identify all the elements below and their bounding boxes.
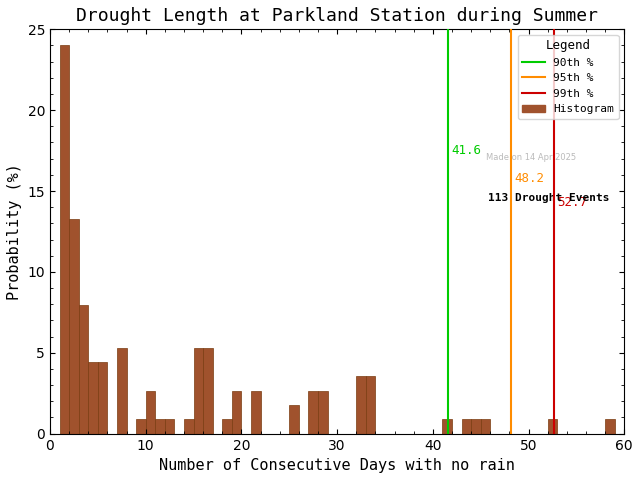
Bar — [98, 362, 108, 433]
Bar — [308, 391, 318, 433]
Bar — [117, 348, 127, 433]
Text: 113 Drought Events: 113 Drought Events — [488, 193, 610, 203]
Bar — [251, 391, 260, 433]
Bar — [366, 376, 376, 433]
Bar — [203, 348, 212, 433]
Bar — [548, 420, 557, 433]
Text: 52.7: 52.7 — [557, 196, 588, 209]
Title: Drought Length at Parkland Station during Summer: Drought Length at Parkland Station durin… — [76, 7, 598, 25]
Bar — [136, 420, 146, 433]
Bar — [88, 362, 98, 433]
Y-axis label: Probability (%): Probability (%) — [7, 163, 22, 300]
Bar — [481, 420, 490, 433]
Legend: 90th %, 95th %, 99th %, Histogram: 90th %, 95th %, 99th %, Histogram — [518, 35, 619, 119]
Bar — [156, 420, 165, 433]
Bar — [442, 420, 452, 433]
Bar — [471, 420, 481, 433]
Bar — [184, 420, 193, 433]
Bar — [60, 46, 69, 433]
Bar — [461, 420, 471, 433]
Bar — [232, 391, 241, 433]
Bar — [146, 391, 156, 433]
Text: 41.6: 41.6 — [451, 144, 481, 157]
Bar — [605, 420, 614, 433]
Bar — [289, 405, 299, 433]
Text: 48.2: 48.2 — [514, 171, 544, 185]
Bar — [318, 391, 328, 433]
Bar — [193, 348, 203, 433]
Text: Made on 14 Apr 2025: Made on 14 Apr 2025 — [486, 153, 577, 162]
Bar — [79, 305, 88, 433]
Bar — [356, 376, 366, 433]
X-axis label: Number of Consecutive Days with no rain: Number of Consecutive Days with no rain — [159, 458, 515, 473]
Bar — [69, 218, 79, 433]
Bar — [165, 420, 175, 433]
Bar — [222, 420, 232, 433]
